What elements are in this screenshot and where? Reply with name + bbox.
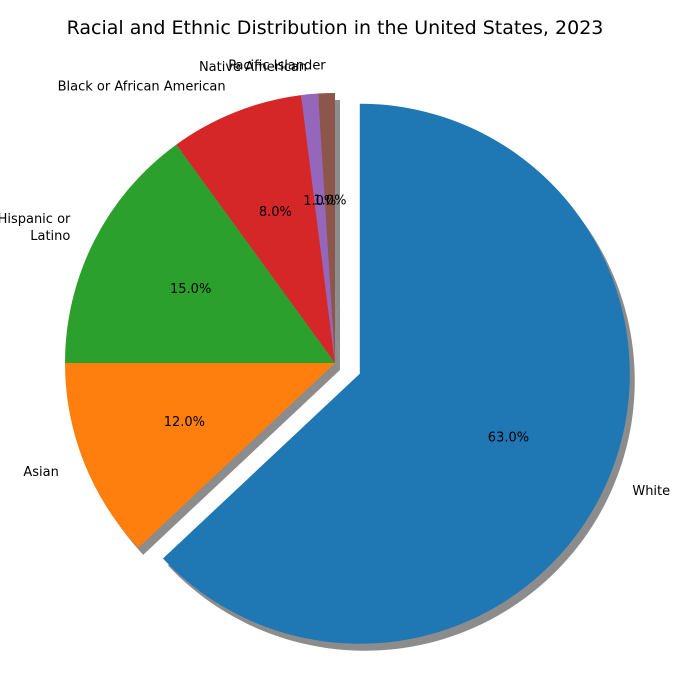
slice-white [162, 103, 630, 644]
slice-label-native-american: Native American [199, 60, 307, 75]
slice-percent-asian: 12.0% [164, 415, 205, 430]
slice-percent-white: 63.0% [488, 431, 529, 446]
slice-percent-native-american: 1.0% [303, 194, 336, 209]
slice-labels: White 63.0% Asian 12.0% Hispanic or Latino 15.… [0, 59, 670, 500]
slice-pacific-islander [318, 93, 335, 363]
slice-hispanic-or-latino [65, 144, 335, 363]
slice-percent-pacific-islander: 1.0% [313, 194, 346, 209]
slice-percent-black-or-african-american: 8.0% [259, 205, 292, 220]
pie-slices [65, 93, 630, 644]
chart-title: Racial and Ethnic Distribution in the Un… [67, 17, 604, 39]
slice-label-black-or-african-american: Black or African American [58, 79, 226, 94]
slice-label-hispanic-or-latino: Hispanic or Latino [0, 212, 71, 244]
slice-label-pacific-islander: Pacific Islander [228, 59, 326, 74]
slice-label-asian: Asian [23, 465, 58, 480]
slice-native-american [301, 93, 335, 364]
slice-black-or-african-american [176, 95, 335, 363]
slice-asian [65, 363, 335, 548]
slice-label-white: White [632, 484, 670, 499]
slice-percent-hispanic-or-latino: 15.0% [170, 282, 211, 297]
